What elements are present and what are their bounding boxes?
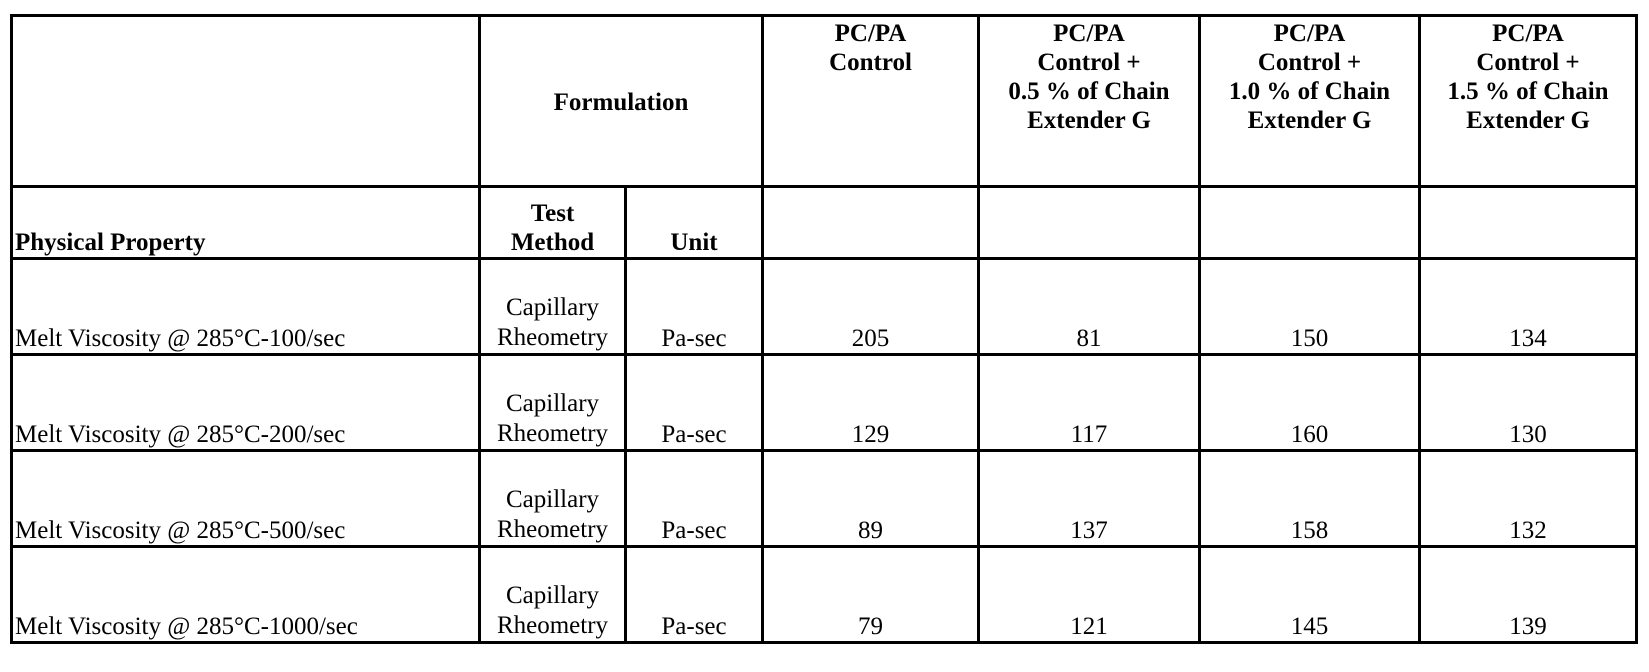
table-row: Melt Viscosity @ 285°C-500/sec Capillary… xyxy=(12,451,1637,547)
value-cell: 121 xyxy=(979,547,1200,643)
method-line: Rheometry xyxy=(481,515,624,545)
unit-cell: Pa-sec xyxy=(626,355,763,451)
empty-cell xyxy=(1200,187,1420,259)
property-cell: Melt Viscosity @ 285°C-1000/sec xyxy=(12,547,480,643)
header-line: Control + xyxy=(982,48,1196,77)
header-line: Control xyxy=(766,48,975,77)
table-row: Melt Viscosity @ 285°C-200/sec Capillary… xyxy=(12,355,1637,451)
value-cell: 137 xyxy=(979,451,1200,547)
empty-cell xyxy=(979,187,1200,259)
column-header-1-5-percent: PC/PA Control + 1.5 % of Chain Extender … xyxy=(1420,16,1637,187)
method-cell: CapillaryRheometry xyxy=(480,259,626,355)
melt-viscosity-table: Formulation PC/PA Control PC/PA Control … xyxy=(10,14,1638,644)
method-line: Rheometry xyxy=(481,419,624,449)
method-line: Rheometry xyxy=(481,323,624,353)
formulation-header: Formulation xyxy=(480,16,763,187)
method-line: Capillary xyxy=(481,389,624,419)
value-cell: 89 xyxy=(763,451,979,547)
method-line: Rheometry xyxy=(481,611,624,641)
method-cell: CapillaryRheometry xyxy=(480,451,626,547)
value-cell: 150 xyxy=(1200,259,1420,355)
header-line: Extender G xyxy=(1423,106,1633,135)
empty-cell xyxy=(1420,187,1637,259)
column-header-control: PC/PA Control xyxy=(763,16,979,187)
method-cell: CapillaryRheometry xyxy=(480,547,626,643)
value-cell: 134 xyxy=(1420,259,1637,355)
header-line: Control + xyxy=(1423,48,1633,77)
value-cell: 129 xyxy=(763,355,979,451)
header-line: Method xyxy=(483,228,622,257)
header-line: Control + xyxy=(1203,48,1416,77)
physical-property-header: Physical Property xyxy=(12,187,480,259)
value-cell: 117 xyxy=(979,355,1200,451)
header-line: Test xyxy=(483,199,622,228)
property-cell: Melt Viscosity @ 285°C-500/sec xyxy=(12,451,480,547)
value-cell: 158 xyxy=(1200,451,1420,547)
unit-cell: Pa-sec xyxy=(626,451,763,547)
method-line: Capillary xyxy=(481,293,624,323)
unit-header: Unit xyxy=(626,187,763,259)
header-line: 0.5 % of Chain xyxy=(982,77,1196,106)
value-cell: 81 xyxy=(979,259,1200,355)
header-line: PC/PA xyxy=(766,19,975,48)
column-header-1-0-percent: PC/PA Control + 1.0 % of Chain Extender … xyxy=(1200,16,1420,187)
header-line: PC/PA xyxy=(1423,19,1633,48)
property-cell: Melt Viscosity @ 285°C-200/sec xyxy=(12,355,480,451)
property-cell: Melt Viscosity @ 285°C-100/sec xyxy=(12,259,480,355)
unit-cell: Pa-sec xyxy=(626,259,763,355)
table-row: Melt Viscosity @ 285°C-100/sec Capillary… xyxy=(12,259,1637,355)
subheader-row: Physical Property Test Method Unit xyxy=(12,187,1637,259)
table-row: Melt Viscosity @ 285°C-1000/sec Capillar… xyxy=(12,547,1637,643)
value-cell: 130 xyxy=(1420,355,1637,451)
header-line: Extender G xyxy=(1203,106,1416,135)
unit-cell: Pa-sec xyxy=(626,547,763,643)
value-cell: 79 xyxy=(763,547,979,643)
value-cell: 132 xyxy=(1420,451,1637,547)
header-line: Extender G xyxy=(982,106,1196,135)
test-method-header: Test Method xyxy=(480,187,626,259)
value-cell: 160 xyxy=(1200,355,1420,451)
value-cell: 145 xyxy=(1200,547,1420,643)
header-line: 1.0 % of Chain xyxy=(1203,77,1416,106)
header-line: PC/PA xyxy=(982,19,1196,48)
header-blank-cell xyxy=(12,16,480,187)
value-cell: 139 xyxy=(1420,547,1637,643)
header-row: Formulation PC/PA Control PC/PA Control … xyxy=(12,16,1637,187)
empty-cell xyxy=(763,187,979,259)
method-line: Capillary xyxy=(481,485,624,515)
header-line: 1.5 % of Chain xyxy=(1423,77,1633,106)
value-cell: 205 xyxy=(763,259,979,355)
method-line: Capillary xyxy=(481,581,624,611)
header-line: PC/PA xyxy=(1203,19,1416,48)
method-cell: CapillaryRheometry xyxy=(480,355,626,451)
column-header-0-5-percent: PC/PA Control + 0.5 % of Chain Extender … xyxy=(979,16,1200,187)
